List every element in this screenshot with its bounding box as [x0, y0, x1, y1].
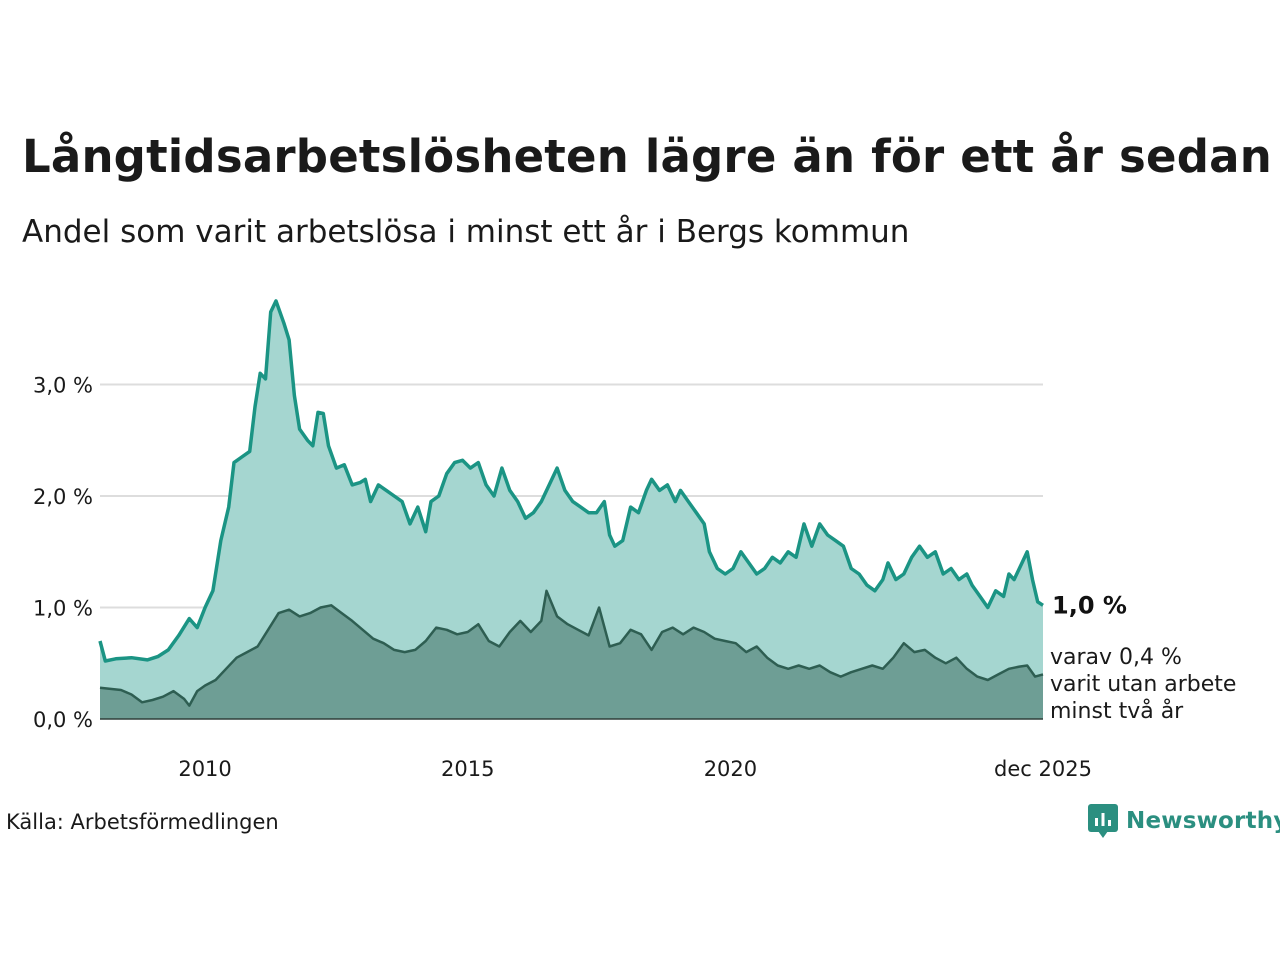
x-tick-label: 2015: [441, 757, 494, 781]
chart-subtitle: Andel som varit arbetslösa i minst ett å…: [22, 214, 910, 250]
main-series-line: [98, 299, 1044, 663]
sub-note-line-2: varit utan arbete: [1050, 672, 1236, 697]
chart-title: Långtidsarbetslösheten lägre än för ett …: [22, 130, 1272, 183]
logo-text: Newsworthy: [1126, 808, 1280, 834]
newsworthy-logo[interactable]: Newsworthy: [1088, 804, 1280, 838]
end-value-label: 1,0 %: [1052, 591, 1127, 619]
sub-series-area: [100, 590, 1043, 719]
y-tick-label: 0,0 %: [33, 708, 93, 732]
x-tick-label: dec 2025: [994, 757, 1092, 781]
x-tick-label: 2010: [178, 757, 231, 781]
y-tick-label: 3,0 %: [33, 374, 93, 398]
y-tick-label: 1,0 %: [33, 597, 93, 621]
x-axis-ticks: 2010 2015 2020 dec 2025: [178, 757, 1092, 781]
y-tick-label: 2,0 %: [33, 485, 93, 509]
source-note: Källa: Arbetsförmedlingen: [6, 810, 279, 834]
y-axis-ticks: 0,0 % 1,0 % 2,0 % 3,0 %: [33, 374, 93, 733]
sub-note-line-3: minst två år: [1050, 698, 1184, 724]
sub-series-line: [99, 589, 1044, 707]
newsworthy-logo-icon: [1088, 804, 1118, 838]
sub-note-line-1: varav 0,4 %: [1050, 645, 1182, 670]
x-tick-label: 2020: [704, 757, 757, 781]
